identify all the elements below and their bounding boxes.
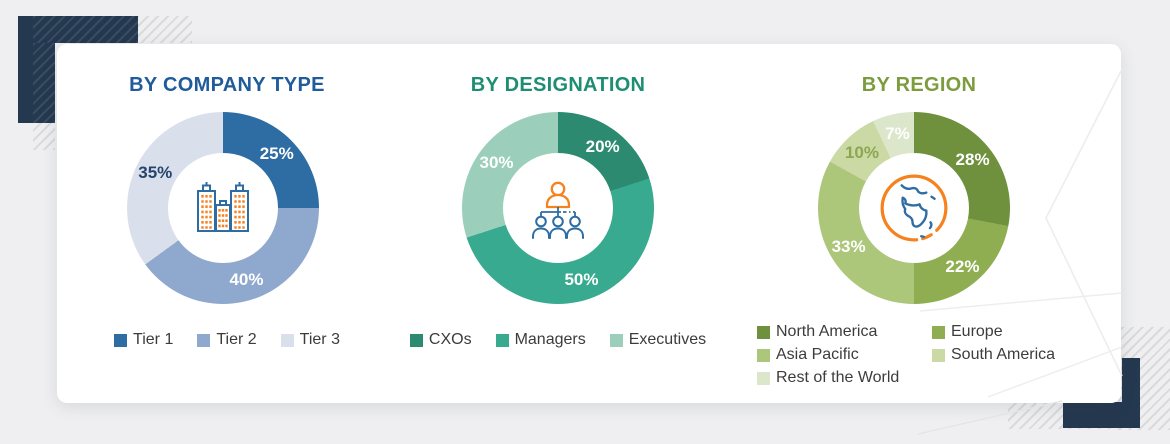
corner-navy-decoration bbox=[33, 16, 138, 43]
donut-hole bbox=[859, 153, 969, 263]
legend-label: Europe bbox=[951, 323, 1003, 340]
legend-item: Executives bbox=[609, 331, 707, 349]
slice-value-label: 33% bbox=[831, 236, 866, 256]
slice-value-label: 22% bbox=[945, 256, 980, 276]
legend-swatch-icon bbox=[609, 333, 623, 347]
slice-value-label: 10% bbox=[844, 142, 879, 162]
legend-item: Rest of the World bbox=[757, 369, 932, 387]
legend-label: Tier 1 bbox=[133, 331, 174, 348]
slice-value-label: 7% bbox=[885, 123, 910, 143]
corner-hatch-decoration bbox=[138, 16, 192, 43]
legend-label: Asia Pacific bbox=[776, 346, 859, 363]
donut-chart-designation: 20% 50% 30% bbox=[462, 112, 654, 304]
legend-item: CXOs bbox=[409, 331, 472, 349]
legend-swatch-icon bbox=[757, 325, 770, 339]
org-chart-icon bbox=[532, 181, 584, 239]
legend-swatch-icon bbox=[757, 371, 770, 385]
legend-item: Tier 2 bbox=[197, 331, 257, 349]
corner-navy-decoration bbox=[18, 16, 33, 123]
slice-value-label: 28% bbox=[955, 149, 990, 169]
slice-value-label: 40% bbox=[229, 270, 264, 290]
slice-value-label: 35% bbox=[138, 163, 173, 183]
legend-item: South America bbox=[932, 346, 1055, 364]
corner-hatch-decoration bbox=[33, 123, 55, 150]
corner-navy-decoration bbox=[33, 43, 55, 123]
slice-value-label: 20% bbox=[585, 136, 620, 156]
legend-swatch-icon bbox=[114, 333, 128, 347]
legend-label: Tier 3 bbox=[299, 331, 340, 348]
donut-chart-region: 28% 22% 33% 10% 7% bbox=[818, 112, 1010, 304]
slice-value-label: 50% bbox=[564, 270, 599, 290]
legend-label: CXOs bbox=[428, 331, 472, 348]
donut-chart-company-type: 25% 40% 35% bbox=[127, 112, 319, 304]
corner-navy-decoration bbox=[1063, 402, 1140, 428]
legend-swatch-icon bbox=[197, 333, 211, 347]
chart-title: BY REGION bbox=[861, 74, 977, 96]
legend-swatch-icon bbox=[932, 348, 945, 362]
legend-item: Managers bbox=[495, 331, 586, 349]
legend-label: Managers bbox=[514, 331, 586, 348]
globe-icon bbox=[880, 174, 948, 242]
legend-item: Tier 1 bbox=[114, 331, 173, 349]
slice-value-label: 25% bbox=[259, 144, 294, 164]
legend-label: Rest of the World bbox=[776, 369, 900, 386]
legend-label: Executives bbox=[628, 331, 707, 348]
legend-item: Tier 3 bbox=[280, 331, 340, 349]
legend-label: North America bbox=[776, 323, 878, 340]
legend-item: Asia Pacific bbox=[757, 346, 932, 364]
legend-label: Tier 2 bbox=[216, 331, 257, 348]
legend-region: North America Europe Asia Pacific South Ame… bbox=[757, 323, 1055, 387]
legend-swatch-icon bbox=[932, 325, 945, 339]
legend-item: North America bbox=[757, 323, 932, 341]
legend-swatch-icon bbox=[495, 333, 509, 347]
legend-swatch-icon bbox=[280, 333, 294, 347]
slice-value-label: 30% bbox=[479, 153, 514, 173]
legend-swatch-icon bbox=[757, 348, 770, 362]
chart-title: BY COMPANY TYPE bbox=[129, 74, 325, 96]
legend-label: South America bbox=[951, 346, 1056, 363]
chart-title: BY DESIGNATION bbox=[470, 74, 646, 96]
buildings-icon bbox=[197, 182, 249, 232]
legend-company-type: Tier 1 Tier 2 Tier 3 bbox=[67, 331, 387, 349]
legend-designation: CXOs Managers Executives bbox=[398, 331, 718, 349]
legend-item: Europe bbox=[932, 323, 1055, 341]
legend-swatch-icon bbox=[409, 333, 423, 347]
